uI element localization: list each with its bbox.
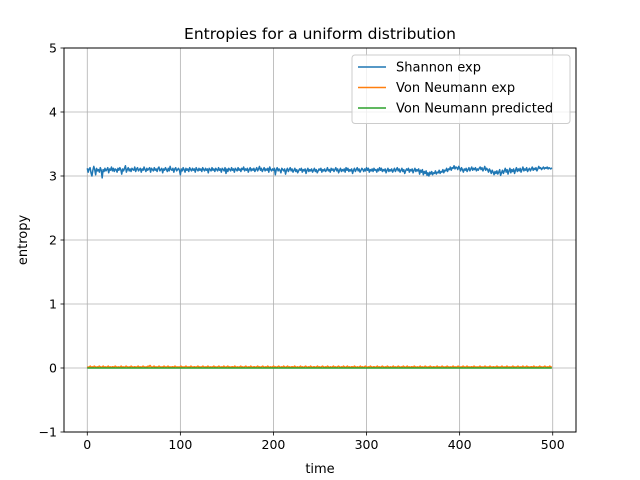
x-tick-label: 100 bbox=[168, 437, 192, 452]
series-layer bbox=[86, 165, 553, 369]
legend-label: Shannon exp bbox=[396, 61, 481, 76]
chart-title: Entropies for a uniform distribution bbox=[184, 25, 456, 43]
x-tick-label: 200 bbox=[262, 437, 286, 452]
y-tick-label: 4 bbox=[49, 105, 57, 120]
y-axis-label: entropy bbox=[16, 215, 31, 266]
series-line-shannon-exp bbox=[86, 165, 553, 179]
x-tick-label: 300 bbox=[355, 437, 379, 452]
x-tick-label: 400 bbox=[448, 437, 472, 452]
y-tick-label: 3 bbox=[49, 169, 57, 184]
x-tick-label: 0 bbox=[83, 437, 91, 452]
legend-label: Von Neumann exp bbox=[396, 81, 515, 96]
legend-label: Von Neumann predicted bbox=[396, 102, 553, 117]
y-tick-label: −1 bbox=[39, 425, 57, 440]
series-line-von-neumann-exp bbox=[86, 364, 553, 369]
legend: Shannon exp Von Neumann exp Von Neumann pr… bbox=[351, 54, 571, 124]
tick-layer: 0 100 200 300 400 500 −1 0 1 2 3 4 5 bbox=[39, 41, 565, 453]
y-tick-label: 0 bbox=[49, 361, 57, 376]
y-tick-label: 5 bbox=[49, 41, 57, 56]
y-tick-label: 2 bbox=[49, 233, 57, 248]
y-tick-label: 1 bbox=[49, 297, 57, 312]
x-tick-label: 500 bbox=[541, 437, 565, 452]
x-axis-label: time bbox=[305, 462, 334, 477]
legend-box bbox=[351, 54, 571, 124]
